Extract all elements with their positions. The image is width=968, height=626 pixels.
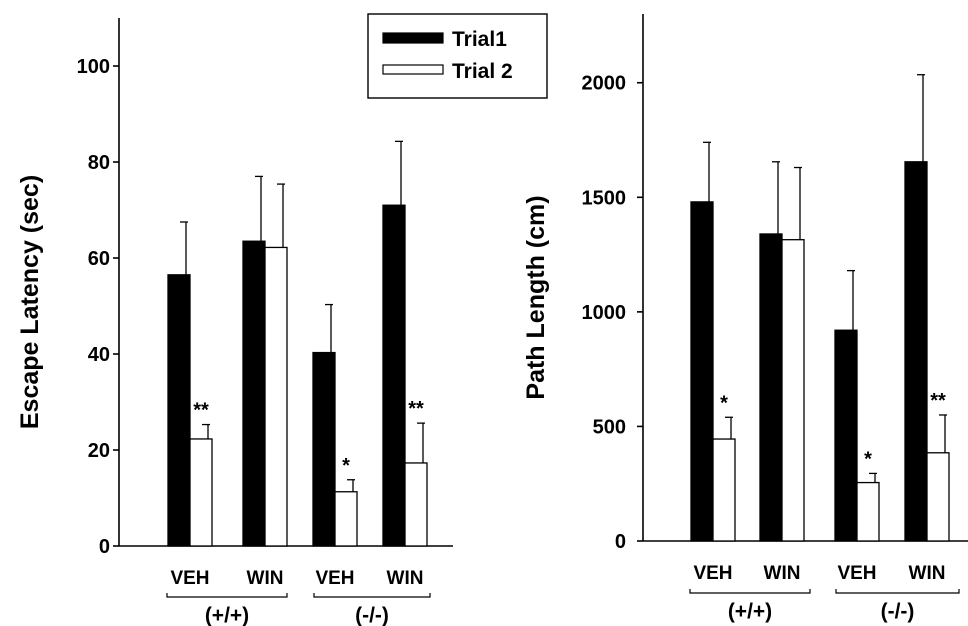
bar-trial2: [712, 438, 736, 542]
bar-trial2: [334, 491, 358, 547]
bar-trial1: [382, 204, 406, 547]
bar-trial2: [781, 239, 805, 542]
y-tick-label: 2000: [582, 73, 627, 95]
x-category-label: VEH: [837, 563, 876, 584]
bar-trial1: [312, 351, 336, 547]
legend-swatch-trial2: [382, 64, 444, 75]
y-tick-label: 20: [88, 440, 110, 462]
legend-label: Trial1: [452, 28, 507, 51]
y-tick-label: 40: [88, 344, 110, 366]
legend-label: Trial 2: [452, 60, 513, 83]
group-label: (-/-): [355, 604, 389, 626]
x-category-label: VEH: [693, 563, 732, 584]
y-axis-label: Escape Latency (sec): [16, 175, 44, 429]
y-tick-label: 80: [88, 152, 110, 174]
significance-label: **: [193, 400, 209, 422]
bar-trial1: [167, 274, 191, 547]
bar-trial2: [189, 438, 213, 547]
legend-swatch-trial1: [382, 32, 444, 44]
bar-trial2: [926, 452, 950, 542]
legend-box: [367, 13, 548, 99]
group-bracket: [835, 589, 960, 594]
x-category-label: WIN: [909, 563, 946, 584]
significance-label: *: [864, 448, 872, 470]
significance-label: *: [720, 392, 728, 414]
significance-label: *: [342, 455, 350, 477]
group-label: (+/+): [728, 600, 772, 623]
group-bracket: [689, 589, 811, 594]
y-tick-label: 0: [615, 531, 626, 553]
bar-trial1: [759, 233, 783, 542]
group-bracket: [166, 593, 288, 598]
bar-trial1: [690, 201, 714, 542]
legend: Trial1 Trial 2: [367, 13, 548, 99]
bar-trial2: [404, 462, 428, 547]
significance-label: **: [408, 398, 424, 420]
y-tick-label: 1500: [582, 187, 627, 209]
y-tick-label: 1000: [582, 302, 627, 324]
group-label: (-/-): [881, 600, 915, 623]
y-axis-label: Path Length (cm): [522, 195, 550, 399]
bar-trial2: [856, 481, 880, 542]
bar-trial1: [904, 161, 928, 542]
bar-trial1: [242, 240, 266, 547]
x-category-label: VEH: [170, 568, 209, 589]
y-tick-label: 100: [77, 56, 110, 78]
y-tick-label: 500: [593, 416, 626, 438]
significance-label: **: [930, 390, 946, 412]
x-category-label: VEH: [315, 568, 354, 589]
group-label: (+/+): [205, 604, 249, 626]
x-category-label: WIN: [764, 563, 801, 584]
y-tick-label: 60: [88, 248, 110, 270]
x-category-label: WIN: [247, 568, 284, 589]
group-bracket: [313, 593, 431, 598]
bar-trial1: [834, 329, 858, 542]
x-category-label: WIN: [387, 568, 424, 589]
y-tick-label: 0: [99, 536, 110, 558]
bar-trial2: [264, 246, 288, 547]
